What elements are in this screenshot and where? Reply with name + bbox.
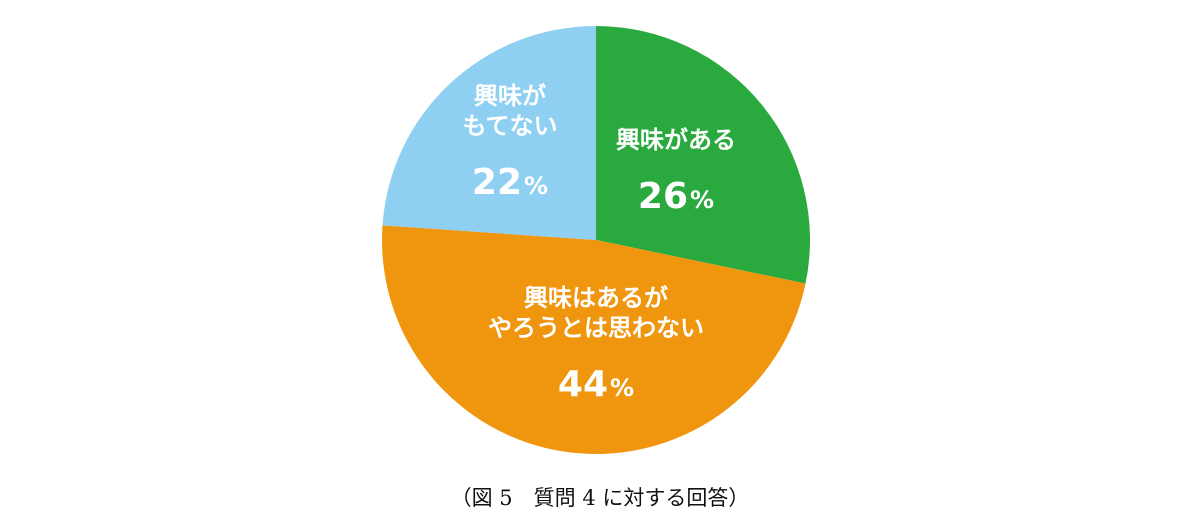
slice-label-interested-but-not-trying-line-2: やろうとは思わない: [488, 314, 704, 342]
pie-slice-interested: [596, 26, 810, 284]
pie-slice-not-interested: [382, 26, 596, 240]
slice-label-not-interested-line-2: もてない: [462, 112, 557, 140]
slice-label-not-interested-line-1: 興味が: [474, 82, 546, 110]
pie-slices: [382, 26, 810, 454]
slice-label-interested-but-not-trying-line-1: 興味はあるが: [524, 284, 668, 312]
slice-value-interested: 26%: [638, 176, 714, 217]
slice-label-interested-line-1: 興味がある: [616, 126, 736, 154]
pie-slice-interested-but-not-trying: [382, 225, 806, 454]
figure-caption: （図 5 質問 4 に対する回答）: [450, 486, 750, 510]
